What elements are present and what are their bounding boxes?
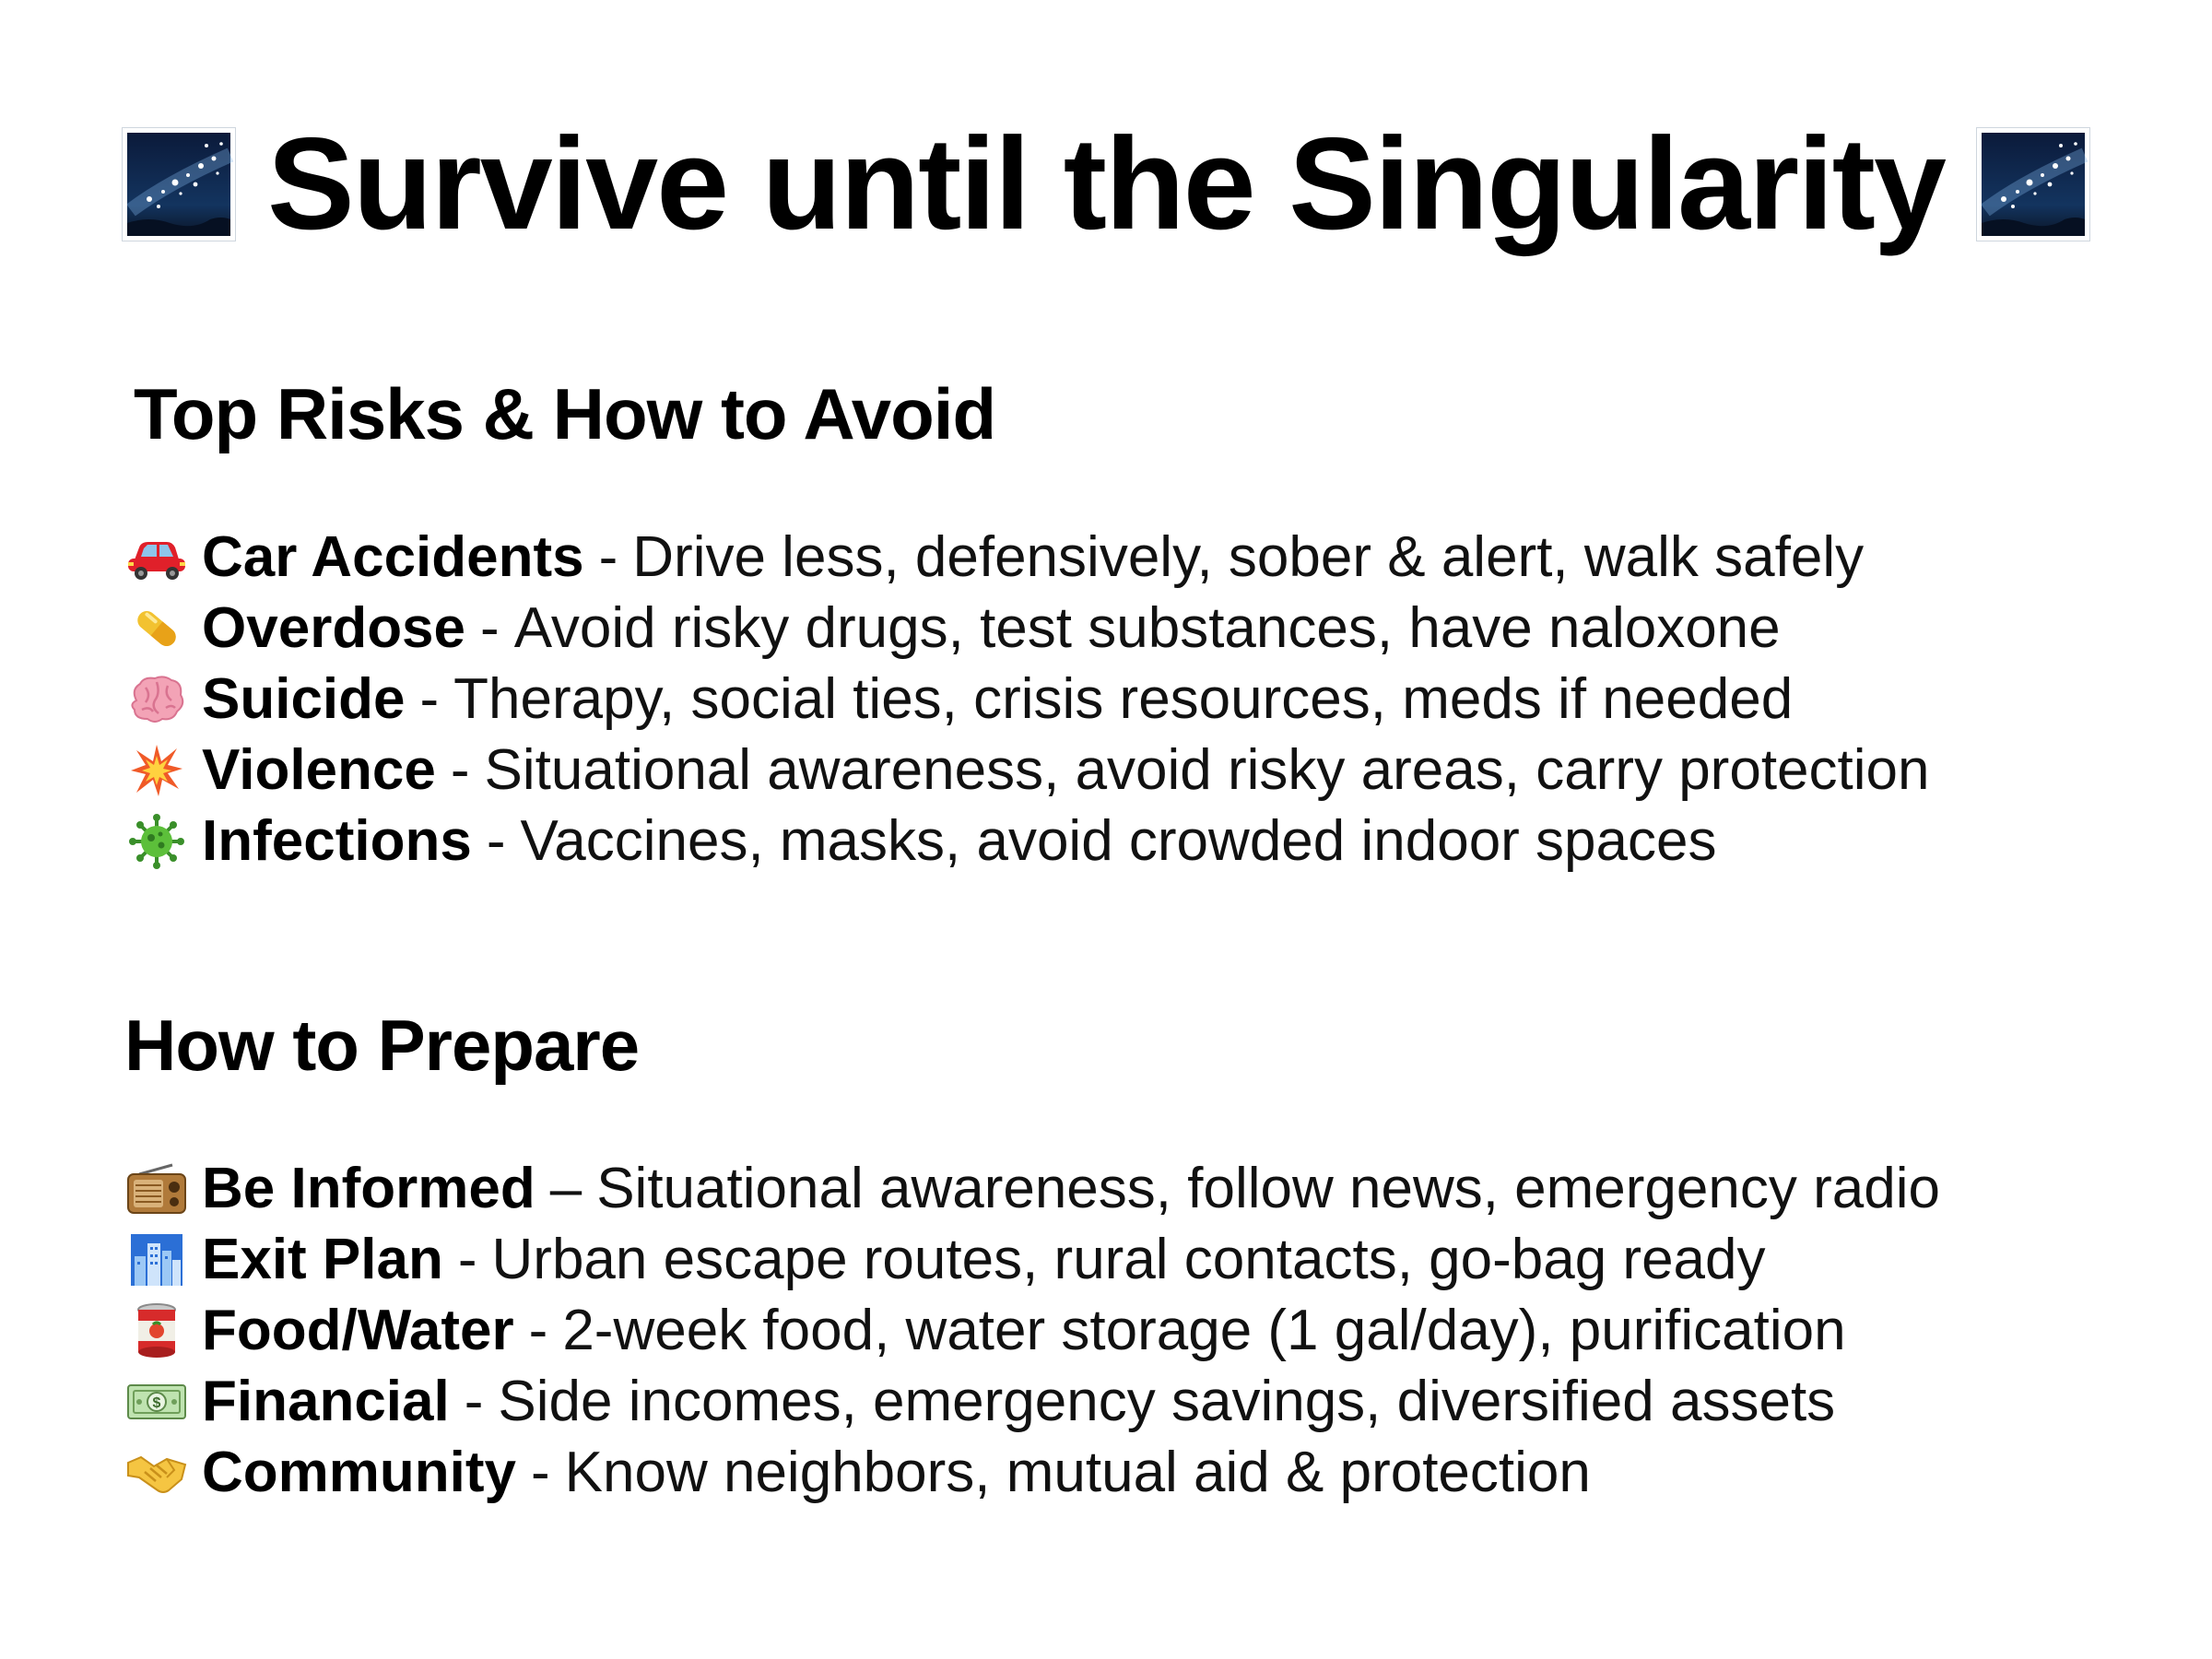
item-label: Infections <box>202 808 472 873</box>
collision-icon <box>124 742 189 799</box>
car-icon <box>124 529 189 586</box>
item-separator: - <box>528 1298 548 1362</box>
list-item: Food/Water - 2-week food, water storage … <box>124 1295 2189 1366</box>
item-description: Avoid risky drugs, test substances, have… <box>513 595 1781 660</box>
list-item: Be Informed – Situational awareness, fol… <box>124 1153 2189 1224</box>
item-separator: - <box>457 1227 477 1291</box>
microbe-icon <box>124 813 189 870</box>
risks-list: Car Accidents - Drive less, defensively,… <box>124 522 2189 877</box>
item-separator: - <box>419 666 440 731</box>
item-separator: - <box>598 524 618 589</box>
item-description: Vaccines, masks, avoid crowded indoor sp… <box>520 808 1717 873</box>
section-heading: Top Risks & How to Avoid <box>134 373 996 454</box>
title-row: Survive until the Singularity <box>0 115 2212 253</box>
milky-way-icon <box>1974 126 2091 242</box>
item-label: Community <box>202 1440 516 1504</box>
list-item: Infections - Vaccines, masks, avoid crow… <box>124 806 2189 877</box>
item-description: Situational awareness, follow news, emer… <box>596 1156 1940 1220</box>
list-item: Suicide - Therapy, social ties, crisis r… <box>124 664 2189 735</box>
brain-icon <box>124 671 189 728</box>
list-item: Violence - Situational awareness, avoid … <box>124 735 2189 806</box>
prepare-section: How to Prepare Be Informed – Situational… <box>124 1009 2189 1508</box>
list-item: Car Accidents - Drive less, defensively,… <box>124 522 2189 593</box>
item-description: Side incomes, emergency savings, diversi… <box>498 1369 1836 1433</box>
item-label: Car Accidents <box>202 524 584 589</box>
item-label: Be Informed <box>202 1156 535 1220</box>
pill-icon <box>124 600 189 657</box>
list-item: Community - Know neighbors, mutual aid &… <box>124 1437 2189 1508</box>
item-separator: - <box>450 737 470 802</box>
canned-food-icon <box>124 1302 189 1359</box>
item-description: Therapy, social ties, crisis resources, … <box>453 666 1794 731</box>
item-description: Situational awareness, avoid risky areas… <box>484 737 1930 802</box>
list-item: $ Financial - Side incomes, emergency sa… <box>124 1366 2189 1437</box>
item-label: Suicide <box>202 666 406 731</box>
item-separator: - <box>486 808 506 873</box>
risks-section: Top Risks & How to Avoid Car Accidents -… <box>124 378 2189 877</box>
radio-icon <box>124 1160 189 1218</box>
item-label: Exit Plan <box>202 1227 443 1291</box>
item-description: Know neighbors, mutual aid & protection <box>564 1440 1591 1504</box>
item-description: Urban escape routes, rural contacts, go-… <box>491 1227 1766 1291</box>
milky-way-icon <box>121 126 238 242</box>
handshake-icon <box>124 1444 189 1501</box>
page-title: Survive until the Singularity <box>267 111 1947 257</box>
item-label: Financial <box>202 1369 450 1433</box>
item-separator: - <box>464 1369 484 1433</box>
list-item: Exit Plan - Urban escape routes, rural c… <box>124 1224 2189 1295</box>
section-heading: How to Prepare <box>124 1005 640 1086</box>
item-label: Food/Water <box>202 1298 514 1362</box>
item-description: Drive less, defensively, sober & alert, … <box>632 524 1865 589</box>
svg-text:$: $ <box>153 1395 161 1411</box>
item-label: Overdose <box>202 595 466 660</box>
prepare-list: Be Informed – Situational awareness, fol… <box>124 1153 2189 1508</box>
cityscape-icon <box>124 1231 189 1288</box>
item-separator: - <box>531 1440 550 1504</box>
item-separator: – <box>549 1156 582 1220</box>
dollar-banknote-icon: $ <box>124 1373 189 1430</box>
item-label: Violence <box>202 737 436 802</box>
item-description: 2-week food, water storage (1 gal/day), … <box>562 1298 1846 1362</box>
list-item: Overdose - Avoid risky drugs, test subst… <box>124 593 2189 664</box>
item-separator: - <box>480 595 500 660</box>
